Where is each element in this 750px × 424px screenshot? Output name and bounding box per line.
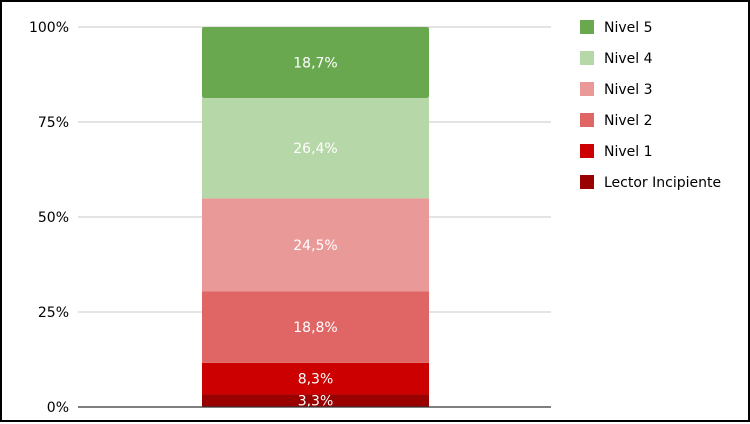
legend-swatch xyxy=(580,144,594,158)
y-tick-label: 25% xyxy=(38,305,69,321)
legend-label: Nivel 3 xyxy=(604,82,653,98)
y-tick-label: 50% xyxy=(38,210,69,226)
legend-swatch xyxy=(580,51,594,65)
y-tick-label: 0% xyxy=(47,400,69,416)
data-label: 26,4% xyxy=(293,141,337,157)
legend-item: Lector Incipiente xyxy=(580,175,721,191)
legend-item: Nivel 4 xyxy=(580,51,653,67)
bar-segment xyxy=(202,394,429,407)
legend-label: Nivel 1 xyxy=(604,144,653,160)
bar-segment xyxy=(202,291,429,363)
y-tick-label: 75% xyxy=(38,115,69,131)
legend-swatch xyxy=(580,113,594,127)
legend-item: Nivel 5 xyxy=(580,20,653,36)
legend-label: Nivel 2 xyxy=(604,113,653,129)
legend-label: Lector Incipiente xyxy=(604,175,721,191)
data-label: 3,3% xyxy=(298,394,334,410)
legend-swatch xyxy=(580,82,594,96)
bar-segments xyxy=(202,27,429,407)
data-label: 8,3% xyxy=(298,372,334,388)
legend-item: Nivel 3 xyxy=(580,82,653,98)
y-axis-ticks: 0% 25% 50% 75% 100% xyxy=(29,20,69,416)
data-label: 18,8% xyxy=(293,320,337,336)
bar-segment xyxy=(202,98,429,199)
legend-item: Nivel 2 xyxy=(580,113,653,129)
legend: Nivel 5 Nivel 4 Nivel 3 Nivel 2 Nivel 1 Lecto… xyxy=(580,20,721,191)
y-tick-label: 100% xyxy=(29,20,69,36)
legend-swatch xyxy=(580,20,594,34)
legend-swatch xyxy=(580,175,594,189)
legend-label: Nivel 5 xyxy=(604,20,653,36)
data-label: 18,7% xyxy=(293,56,337,72)
bar-segment xyxy=(202,362,429,395)
bar-segment xyxy=(202,27,429,99)
data-label: 24,5% xyxy=(293,238,337,254)
segment-labels: 3,3% 8,3% 18,8% 24,5% 26,4% 18,7% xyxy=(293,56,337,410)
legend-label: Nivel 4 xyxy=(604,51,653,67)
bar-segment xyxy=(202,198,429,292)
legend-item: Nivel 1 xyxy=(580,144,653,160)
